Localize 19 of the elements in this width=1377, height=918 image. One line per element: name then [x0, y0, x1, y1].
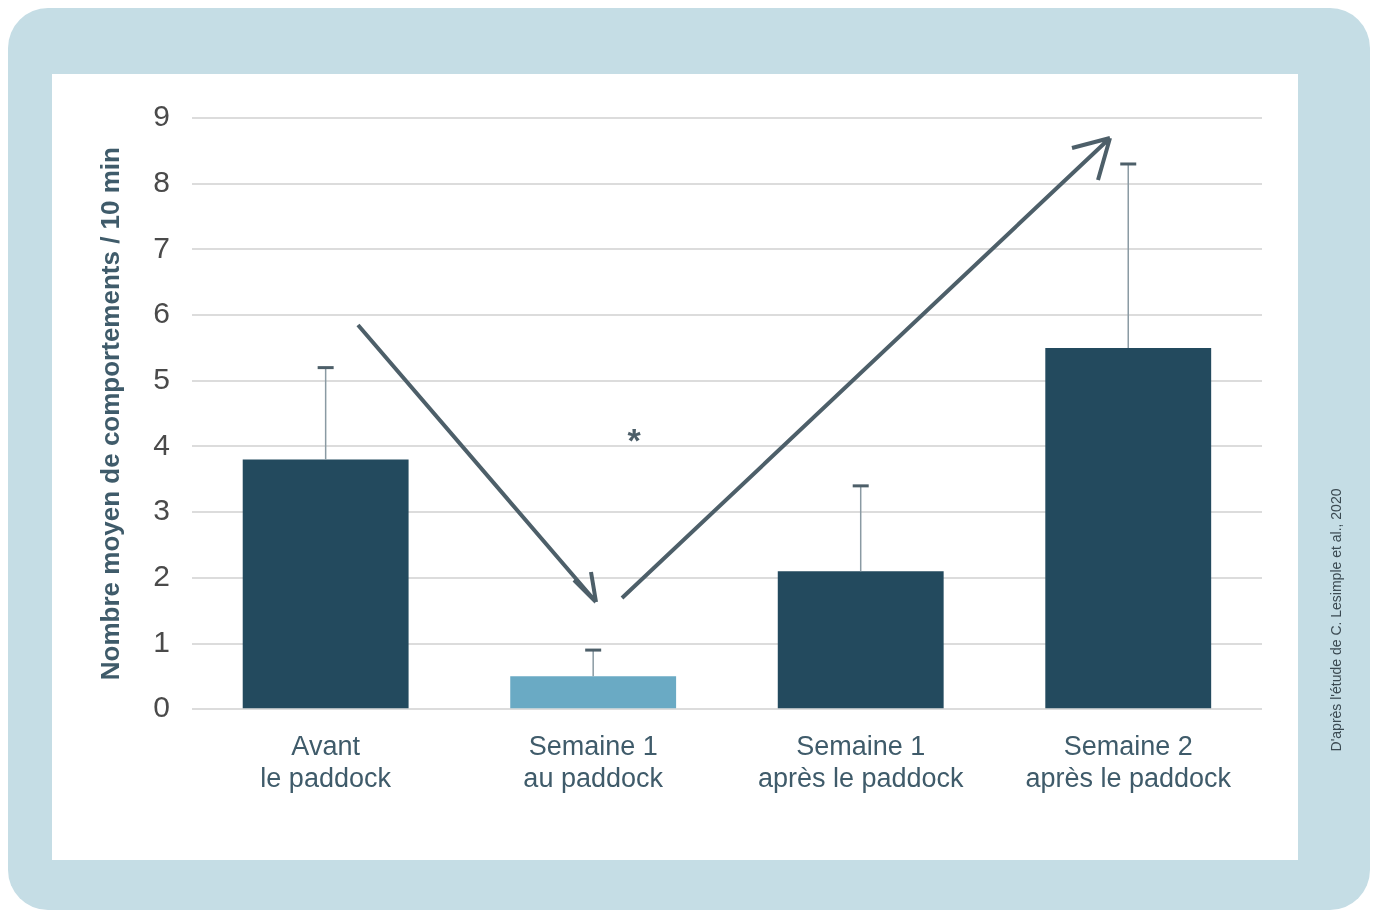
- x-tick-label: Semaine 1 au paddock: [523, 730, 664, 794]
- y-tick-label: 9: [153, 99, 170, 133]
- y-tick-label: 0: [153, 690, 170, 724]
- bar: [777, 571, 944, 709]
- y-tick-label: 4: [153, 427, 170, 461]
- y-tick-label: 7: [153, 230, 170, 264]
- bar: [510, 676, 677, 709]
- y-tick-label: 1: [153, 624, 170, 658]
- y-tick-label: 3: [153, 493, 170, 527]
- x-tick-label: Semaine 1 après le paddock: [757, 730, 965, 794]
- y-tick-label: 6: [153, 296, 170, 330]
- x-tick-label: Avant le paddock: [260, 730, 392, 794]
- x-tick-label: Semaine 2 après le paddock: [1025, 730, 1232, 794]
- y-tick-label: 8: [153, 164, 170, 198]
- y-tick-label: 5: [153, 362, 170, 396]
- y-tick-label: 2: [153, 559, 170, 593]
- y-axis-title: Nombre moyen de comportements / 10 min: [94, 147, 125, 681]
- text: D'après l'étude de C. Lesimple et al., 2020: [1328, 488, 1344, 752]
- annotation: *: [627, 420, 641, 460]
